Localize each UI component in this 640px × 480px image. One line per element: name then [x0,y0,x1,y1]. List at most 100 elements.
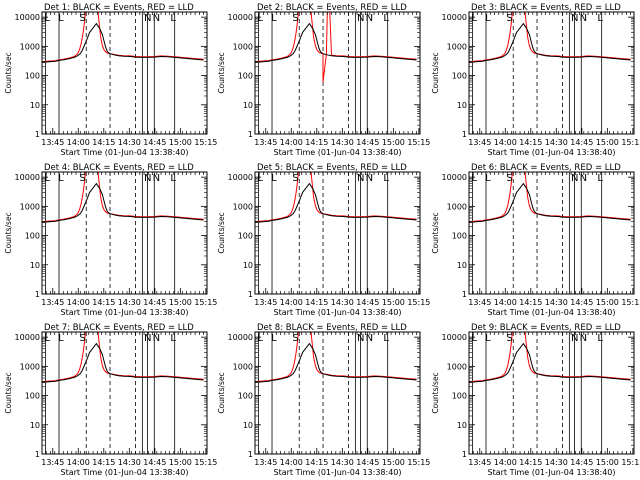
x-tick-label: 15:15 [194,138,217,147]
x-tick-label: 15:00 [169,458,192,467]
marker-letter: L [258,173,264,184]
y-tick-label: 1000 [233,202,253,211]
x-tick-label: 13:45 [468,458,491,467]
y-tick-label: 100 [238,392,253,401]
x-tick-label: 15:00 [596,458,619,467]
y-tick-label: 1 [35,130,40,139]
x-tick-label: 14:30 [331,298,354,307]
marker-letter: L [472,173,478,184]
panel-title: Det 6: BLACK = Events, RED = LLD [471,163,621,173]
marker-letter: S [79,173,85,184]
x-tick-label: 14:45 [570,298,593,307]
marker-letter: N [153,173,160,184]
x-tick-label: 14:00 [280,138,303,147]
y-axis-label: Counts/sec [431,52,440,93]
marker-letter: L [271,173,277,184]
marker-letter: L [597,13,603,24]
x-tick-label: 14:30 [118,458,141,467]
x-tick-label: 15:00 [382,138,405,147]
y-tick-label: 10 [30,421,40,430]
marker-lines [42,172,204,294]
events-series-line [42,342,204,383]
plot-frame [41,331,208,455]
events-series-line [469,182,631,223]
x-tick-label: 15:15 [407,298,430,307]
x-axis-label: Start Time (01-Jun-04 13:38:40) [488,148,616,157]
y-tick-label: 1000 [447,202,467,211]
marker-letter: N [580,13,587,24]
lld-series-line [255,12,417,83]
y-tick-label: 1000 [20,202,40,211]
y-tick-label: 10 [243,101,253,110]
x-tick-label: 14:00 [494,458,517,467]
panel-title: Det 7: BLACK = Events, RED = LLD [44,323,194,333]
x-tick-label: 14:30 [545,138,568,147]
y-axis-label: Counts/sec [217,52,226,93]
lld-series-line [469,12,631,63]
marker-letter: L [170,173,176,184]
lld-series-line [42,332,204,383]
y-tick-label: 1 [462,290,467,299]
x-tick-label: 13:45 [254,298,277,307]
marker-lines [469,332,631,454]
marker-letter: N [144,333,151,344]
y-tick-label: 10000 [442,333,467,342]
x-tick-label: 14:45 [356,298,379,307]
x-tick-label: 15:00 [596,298,619,307]
x-tick-label: 14:15 [92,458,115,467]
panel-title: Det 1: BLACK = Events, RED = LLD [44,3,194,13]
y-tick-label: 10 [457,261,467,270]
marker-lines [42,12,204,134]
plot-frame [254,171,421,295]
x-tick-label: 14:45 [570,138,593,147]
marker-letter: L [258,13,264,24]
marker-letter: N [366,333,373,344]
marker-letter: S [506,173,512,184]
x-tick-label: 14:30 [331,138,354,147]
x-tick-label: 14:15 [92,298,115,307]
x-tick-label: 14:15 [305,298,328,307]
x-tick-label: 14:00 [494,298,517,307]
y-tick-label: 10000 [442,173,467,182]
marker-letter: N [357,333,364,344]
x-tick-label: 15:00 [596,138,619,147]
marker-letter: L [383,173,389,184]
y-tick-label: 1 [35,450,40,459]
y-tick-label: 100 [452,72,467,81]
x-axis-label: Start Time (01-Jun-04 13:38:40) [61,468,189,477]
x-tick-label: 14:15 [519,458,542,467]
marker-letter: L [472,333,478,344]
marker-letter: N [571,13,578,24]
x-tick-label: 15:15 [621,138,640,147]
x-tick-label: 14:00 [280,298,303,307]
plot-frame [254,331,421,455]
x-tick-label: 14:30 [118,298,141,307]
marker-letter: S [506,333,512,344]
x-tick-label: 13:45 [254,138,277,147]
marker-letter: L [472,13,478,24]
x-tick-label: 14:45 [143,138,166,147]
marker-letter: N [153,333,160,344]
y-tick-label: 10000 [228,173,253,182]
y-tick-label: 1 [248,290,253,299]
x-tick-label: 14:15 [305,138,328,147]
marker-letter: L [485,173,491,184]
y-tick-label: 1 [462,130,467,139]
x-tick-label: 14:30 [545,458,568,467]
marker-letter: L [597,333,603,344]
marker-lines [255,172,417,294]
x-tick-label: 14:45 [143,458,166,467]
panel-title: Det 4: BLACK = Events, RED = LLD [44,163,194,173]
marker-letter: N [144,173,151,184]
panel-title: Det 2: BLACK = Events, RED = LLD [257,3,407,13]
y-tick-label: 10 [243,421,253,430]
lld-series-line [42,172,204,223]
y-tick-label: 1000 [233,42,253,51]
x-tick-label: 14:30 [118,138,141,147]
